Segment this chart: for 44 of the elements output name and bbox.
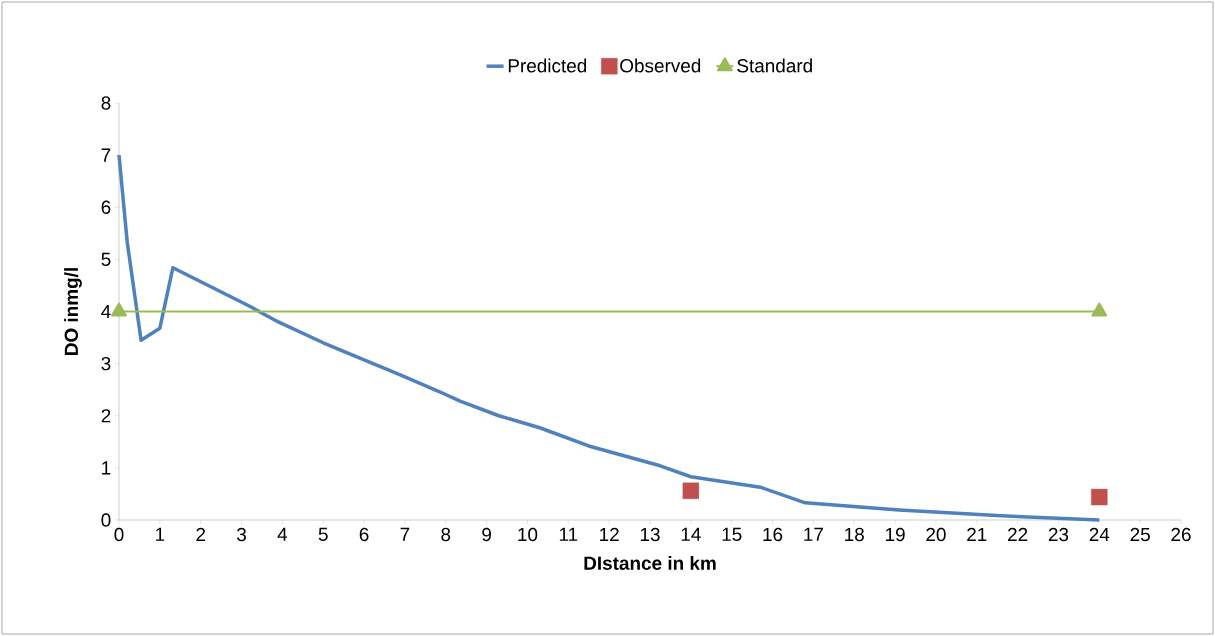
y-tick-label: 5 (101, 252, 111, 266)
x-tick-label: 9 (482, 527, 491, 542)
x-tick-label: 24 (1089, 527, 1110, 541)
x-tick-label: 23 (1048, 527, 1069, 542)
x-tick-label: 22 (1008, 527, 1028, 541)
legend-label: Standard (737, 58, 812, 73)
x-tick-label: 6 (359, 527, 369, 542)
x-tick-label: 7 (400, 527, 410, 541)
y-tick-label: 7 (101, 148, 111, 162)
line-series (117, 153, 1102, 522)
x-tick-label: 15 (722, 527, 742, 541)
y-tick-label: 1 (102, 461, 111, 475)
x-tick-label: 20 (926, 527, 946, 542)
x-tick-label: 3 (236, 527, 246, 542)
x-tick-label: 14 (681, 527, 701, 541)
legend-label: Observed (620, 58, 701, 73)
x-tick-label: 0 (114, 527, 124, 542)
point (1091, 488, 1108, 506)
x-tick-label: 25 (1130, 527, 1150, 542)
y-tick-label: 6 (101, 200, 111, 214)
y-tick-label: 4 (101, 305, 111, 319)
x-tick-label: 16 (763, 527, 783, 542)
x-tick-label: 19 (885, 527, 905, 542)
y-tick-label: 2 (101, 409, 111, 423)
y-tick-label: 3 (101, 356, 111, 371)
x-tick-label: 5 (318, 527, 328, 541)
x-tick-label: 10 (518, 527, 538, 542)
y-tick-label: 8 (101, 96, 111, 110)
x-tick-label: 11 (559, 527, 578, 541)
x-tick-label: 21 (967, 527, 987, 541)
legend-label: Predicted (508, 58, 587, 73)
x-tick-label: 18 (845, 527, 864, 542)
x-tick-label: 8 (441, 527, 451, 542)
x-axis-title: DIstance in km (584, 556, 716, 570)
x-tick-label: 17 (804, 527, 823, 541)
x-tick-label: 2 (196, 527, 206, 541)
x-tick-label: 13 (640, 527, 660, 542)
y-tick-label: 0 (101, 513, 111, 527)
y-axis-title: DO inmg/l (64, 268, 82, 355)
x-tick-label: 4 (277, 527, 288, 541)
x-tick-label: 1 (156, 527, 165, 541)
x-tick-label: 26 (1171, 527, 1191, 542)
x-tick-label: 12 (600, 527, 619, 541)
point (682, 482, 700, 500)
